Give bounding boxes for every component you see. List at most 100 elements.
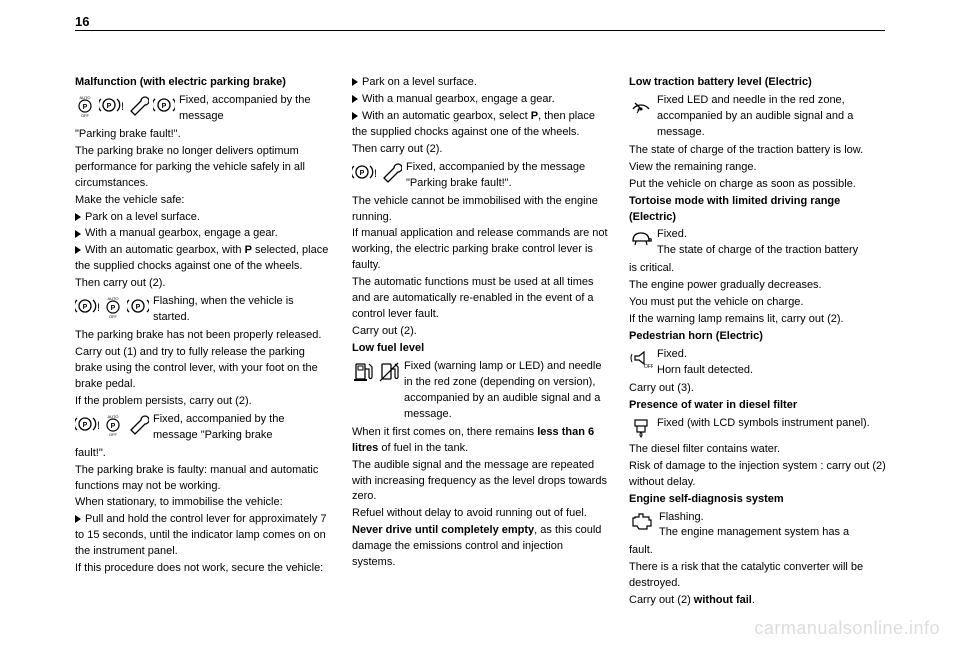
text: The engine power gradually decreases. [629, 278, 886, 294]
text: Carry out (1) and try to fully release t… [75, 345, 332, 393]
text: With an automatic gearbox, with [85, 244, 245, 256]
svg-text:P: P [162, 103, 167, 110]
text: The state of charge of the traction batt… [657, 244, 858, 256]
triangle-icon [75, 213, 81, 221]
text: Fixed (with LCD symbols instrument panel… [657, 416, 886, 432]
tortoise-icon [629, 227, 653, 249]
text: View the remaining range. [629, 160, 886, 176]
text: . [752, 594, 755, 606]
text: Carry out (2). [352, 324, 609, 340]
triangle-icon [75, 246, 81, 254]
svg-text:P: P [107, 103, 112, 110]
text: Carry out (2) [629, 594, 694, 606]
svg-text:P: P [111, 423, 116, 430]
content-area: Malfunction (with electric parking brake… [75, 75, 890, 610]
icon-row: Fixed.The state of charge of the tractio… [629, 227, 886, 259]
icon-row: Flashing. The engine management system ha… [629, 510, 886, 542]
text: The vehicle cannot be immobilised with t… [352, 194, 609, 226]
battery-gauge-icon [629, 93, 653, 117]
heading-engine-diag: Engine self-diagnosis system [629, 492, 886, 508]
text: Then carry out (2). [75, 276, 332, 292]
text: The engine management system has a [659, 526, 849, 538]
text: Put the vehicle on charge as soon as pos… [629, 177, 886, 193]
text: The parking brake no longer delivers opt… [75, 144, 332, 192]
text: Fixed.The state of charge of the tractio… [657, 227, 886, 259]
bullet: Park on a level surface. [352, 75, 609, 91]
text: The state of charge of the traction batt… [629, 143, 886, 159]
text: Flashing. [659, 511, 704, 523]
text: If manual application and release comman… [352, 226, 609, 274]
text: With a manual gearbox, engage a gear. [362, 93, 555, 105]
svg-text:OFF: OFF [81, 113, 90, 117]
text: If the warning lamp remains lit, carry o… [629, 312, 886, 328]
svg-text:!: ! [374, 168, 376, 180]
icon-row: AUTOPOFF P! P Fixed, accompanied by the … [75, 93, 332, 125]
text: Risk of damage to the injection system :… [629, 459, 886, 491]
text: Park on a level surface. [85, 211, 200, 223]
bullet: With an automatic gearbox, with P select… [75, 243, 332, 275]
text: fault. [629, 543, 886, 559]
text: fault!". [75, 446, 332, 462]
text: Refuel without delay to avoid running ou… [352, 506, 609, 522]
bullet: Pull and hold the control lever for appr… [75, 512, 332, 560]
text: Park on a level surface. [362, 76, 477, 88]
auto-p-off-icon: AUTOPOFF [103, 294, 123, 318]
text: With an automatic gearbox, select [362, 110, 531, 122]
text: The audible signal and the message are r… [352, 458, 609, 506]
text: Then carry out (2). [352, 142, 609, 158]
p-exclaim-icon: P! [352, 160, 376, 184]
triangle-icon [352, 95, 358, 103]
engine-icon [629, 510, 655, 532]
text: Never drive until completely empty, as t… [352, 523, 609, 571]
svg-text:AUTO: AUTO [79, 95, 90, 100]
horn-icon: OFF [629, 347, 653, 369]
text: Fixed, accompanied by the message "Parki… [406, 160, 609, 192]
text: The parking brake is faulty: manual and … [75, 463, 332, 495]
heading-low-traction: Low traction battery level (Electric) [629, 75, 886, 91]
text: Flashing, when the vehicle is started. [153, 294, 332, 326]
icon-row: P! AUTOPOFF Fixed, accompanied by the me… [75, 412, 332, 444]
icon-row: P! AUTOPOFF P Flashing, when the vehicle… [75, 294, 332, 326]
p-exclaim-icon: P! [75, 294, 99, 318]
wrench-icon [380, 160, 402, 184]
p-brackets-icon: P [153, 93, 175, 117]
svg-text:AUTO: AUTO [107, 296, 118, 301]
heading-low-fuel: Low fuel level [352, 341, 609, 357]
auto-p-off-icon: AUTOPOFF [75, 93, 95, 117]
text: The automatic functions must be used at … [352, 275, 609, 323]
text: Fixed, accompanied by the message "Parki… [153, 412, 332, 444]
text: If this procedure does not work, secure … [75, 561, 332, 577]
text: There is a risk that the catalytic conve… [629, 560, 886, 592]
text: Make the vehicle safe: [75, 193, 332, 209]
svg-text:!: ! [121, 101, 123, 113]
triangle-icon [75, 515, 81, 523]
wrench-icon [127, 93, 149, 117]
column-1: Malfunction (with electric parking brake… [75, 75, 332, 610]
wrench-icon [127, 412, 149, 436]
p-brackets-icon: P [127, 294, 149, 318]
bullet: With a manual gearbox, engage a gear. [75, 226, 332, 242]
text-bold: without fail [694, 594, 752, 606]
p-exclaim-icon: P! [99, 93, 123, 117]
svg-text:OFF: OFF [109, 432, 118, 436]
icon-row: Fixed (warning lamp or LED) and needle i… [352, 359, 609, 423]
triangle-icon [352, 112, 358, 120]
text: Carry out (3). [629, 381, 886, 397]
svg-text:P: P [83, 422, 88, 429]
column-3: Low traction battery level (Electric) Fi… [629, 75, 886, 610]
svg-text:!: ! [97, 302, 99, 314]
svg-text:AUTO: AUTO [107, 414, 118, 419]
text: If the problem persists, carry out (2). [75, 394, 332, 410]
text: is critical. [629, 261, 886, 277]
icon-row: Fixed (with LCD symbols instrument panel… [629, 416, 886, 440]
heading-tortoise: Tortoise mode with limited driving range… [629, 194, 886, 226]
heading-pedestrian-horn: Pedestrian horn (Electric) [629, 329, 886, 345]
text: Flashing. The engine management system ha… [659, 510, 886, 542]
icon-row: OFF Fixed.Horn fault detected. [629, 347, 886, 379]
text: Fixed. [657, 348, 687, 360]
header-rule [75, 30, 885, 31]
svg-text:OFF: OFF [644, 364, 653, 369]
text: You must put the vehicle on charge. [629, 295, 886, 311]
icon-row: Fixed LED and needle in the red zone, ac… [629, 93, 886, 141]
triangle-icon [352, 78, 358, 86]
